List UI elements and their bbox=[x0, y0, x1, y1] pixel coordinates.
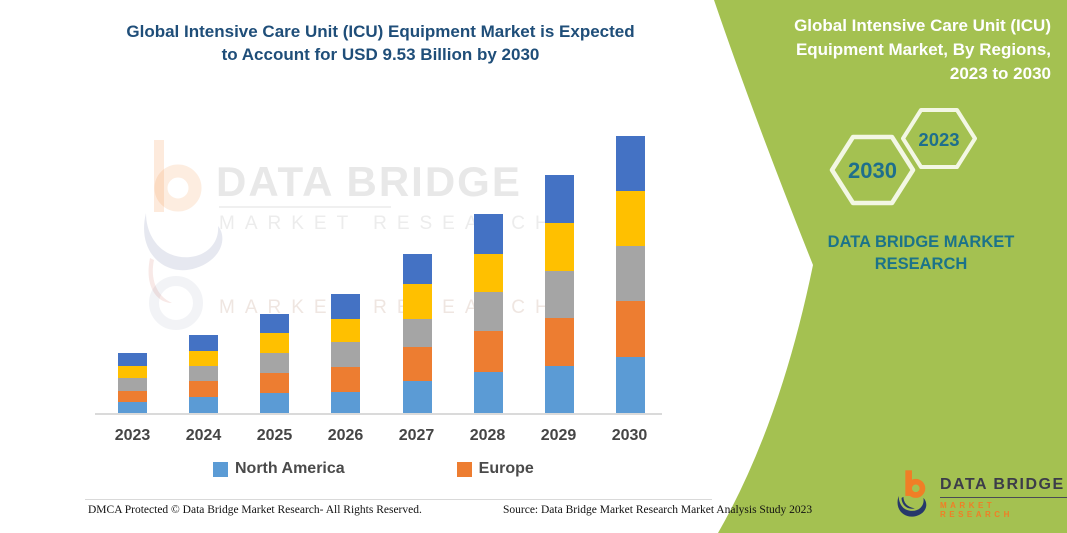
bar-segment bbox=[331, 367, 361, 393]
watermark-subtitle: MARKET RESEARCH bbox=[219, 213, 559, 234]
x-axis-label: 2028 bbox=[469, 427, 506, 444]
panel-brand-line1: DATA BRIDGE MARKET bbox=[827, 233, 1015, 251]
bar-segment bbox=[473, 372, 503, 414]
watermark-title: DATA BRIDGE bbox=[216, 158, 522, 205]
dbmr-logo-text: DATA BRIDGE MARKET RESEARCH bbox=[939, 468, 1067, 519]
bar-segment bbox=[615, 301, 645, 358]
bar-segment bbox=[615, 136, 645, 191]
bar-segment bbox=[473, 330, 503, 372]
chart-title-line1: Global Intensive Care Unit (ICU) Equipme… bbox=[126, 22, 635, 41]
legend-label: Europe bbox=[478, 460, 534, 477]
bar-segment bbox=[615, 246, 645, 302]
bar-segment bbox=[402, 381, 432, 414]
bar-segment bbox=[189, 335, 219, 352]
bar-segment bbox=[473, 291, 503, 331]
bar-2030 bbox=[615, 136, 645, 414]
bar-segment bbox=[473, 253, 503, 292]
bar-2026 bbox=[331, 293, 361, 414]
legend-item: North America bbox=[213, 460, 345, 478]
panel-brand-text: DATA BRIDGE MARKET RESEARCH bbox=[790, 231, 1052, 275]
panel-title-line3: 2023 to 2030 bbox=[949, 64, 1051, 83]
bar-segment bbox=[615, 190, 645, 247]
bar-segment bbox=[402, 283, 432, 319]
bar-2023 bbox=[118, 352, 147, 414]
x-axis-label: 2025 bbox=[256, 427, 293, 444]
x-axis-label: 2023 bbox=[114, 427, 151, 444]
footer-copyright: DMCA Protected © Data Bridge Market Rese… bbox=[88, 504, 422, 516]
bar-segment bbox=[331, 293, 361, 319]
dbmr-logo-icon bbox=[897, 470, 927, 517]
bar-segment bbox=[260, 332, 290, 353]
x-axis-label: 2024 bbox=[185, 427, 222, 444]
bar-2028 bbox=[473, 213, 503, 414]
chart-title: Global Intensive Care Unit (ICU) Equipme… bbox=[63, 20, 698, 66]
bar-2025 bbox=[260, 313, 290, 414]
bar-segment bbox=[118, 352, 147, 366]
bar-segment bbox=[189, 366, 219, 382]
bar-segment bbox=[118, 390, 147, 402]
chart-title-line2: to Account for USD 9.53 Billion by 2030 bbox=[221, 45, 540, 64]
footer-source: Source: Data Bridge Market Research Mark… bbox=[503, 504, 813, 516]
dbmr-logo-sub: MARKET RESEARCH bbox=[939, 501, 1013, 519]
bar-segment bbox=[260, 393, 290, 414]
hexagon-2023-year: 2023 bbox=[918, 129, 959, 150]
legend-item: Europe bbox=[456, 460, 534, 478]
hexagon-2030-year: 2030 bbox=[848, 158, 897, 183]
bar-segment bbox=[473, 213, 503, 254]
bar-segment bbox=[331, 341, 361, 368]
bar-segment bbox=[189, 351, 219, 367]
watermark-logo-icon bbox=[144, 140, 223, 330]
bar-segment bbox=[331, 392, 361, 414]
panel-title-line2: Equipment Market, By Regions, bbox=[795, 40, 1051, 59]
x-axis-label: 2030 bbox=[611, 427, 648, 444]
bar-segment bbox=[544, 270, 574, 318]
chart-legend: North America Europe bbox=[213, 460, 534, 478]
bar-segment bbox=[331, 318, 361, 342]
bar-segment bbox=[260, 352, 290, 373]
dbmr-logo-name: DATA BRIDGE bbox=[939, 476, 1067, 498]
bar-segment bbox=[544, 222, 574, 271]
watermark-subtitle-tile2: MARKET RESEARCH bbox=[219, 297, 559, 318]
dbmr-logo: DATA BRIDGE MARKET RESEARCH bbox=[893, 468, 1067, 522]
bar-segment bbox=[189, 397, 219, 414]
panel-title-line1: Global Intensive Care Unit (ICU) bbox=[794, 16, 1051, 35]
bar-segment bbox=[118, 402, 147, 414]
bar-segment bbox=[544, 174, 574, 223]
bar-segment bbox=[118, 365, 147, 378]
bar-segment bbox=[402, 318, 432, 347]
bar-segment bbox=[544, 317, 574, 366]
bar-segment bbox=[402, 253, 432, 284]
legend-swatch bbox=[213, 461, 228, 477]
x-axis-line bbox=[95, 413, 662, 415]
bar-2027 bbox=[402, 253, 432, 414]
bar-segment bbox=[189, 381, 219, 398]
year-hexagons: 2030 2023 bbox=[829, 108, 977, 206]
x-axis-label: 2026 bbox=[327, 427, 364, 444]
bar-segment bbox=[402, 346, 432, 381]
bar-segment bbox=[260, 372, 290, 393]
bar-2024 bbox=[189, 335, 219, 414]
x-axis-label: 2029 bbox=[540, 427, 577, 444]
legend-swatch bbox=[456, 461, 472, 477]
legend-label: North America bbox=[235, 460, 345, 477]
bar-segment bbox=[544, 365, 574, 414]
bar-segment bbox=[260, 313, 290, 333]
bar-2029 bbox=[544, 174, 574, 414]
hexagon-2030 bbox=[829, 134, 916, 206]
x-axis-labels: 2023 2024 2025 2026 2027 2028 2029 2030 bbox=[97, 427, 665, 445]
bar-segment bbox=[615, 357, 645, 414]
stacked-bar-chart bbox=[118, 136, 645, 414]
bar-segment bbox=[118, 377, 147, 391]
panel-brand-line2: RESEARCH bbox=[874, 255, 968, 273]
panel-title: Global Intensive Care Unit (ICU) Equipme… bbox=[751, 14, 1051, 86]
footer-divider bbox=[85, 499, 712, 500]
hexagon-2023 bbox=[901, 108, 977, 169]
watermark-underline bbox=[219, 206, 391, 208]
x-axis-label: 2027 bbox=[398, 427, 435, 444]
